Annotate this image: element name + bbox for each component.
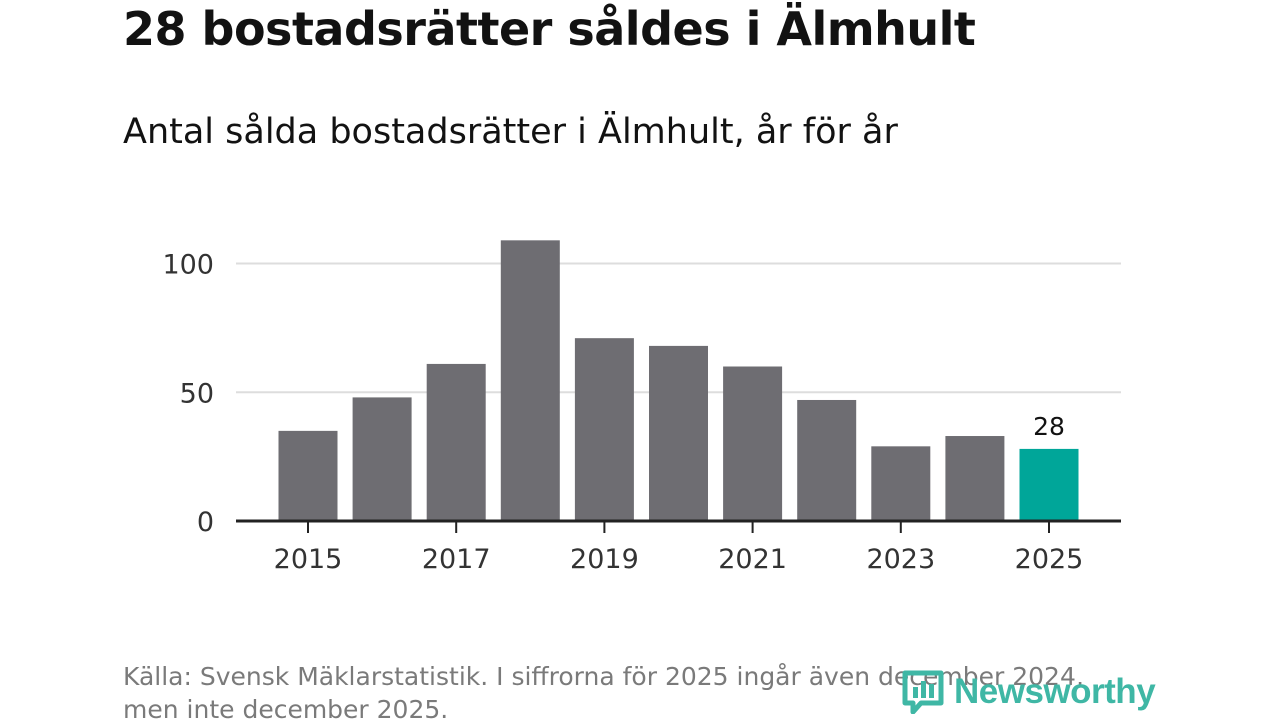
- bar-2016: [352, 397, 412, 521]
- bar-2024: [945, 436, 1005, 521]
- bar-2025: [1019, 448, 1079, 521]
- x-tick-label-2023: 2023: [866, 544, 935, 575]
- data-label-2025: 28: [1033, 412, 1065, 441]
- bar-chart: 0 50 100 28 2015 2017 2019 2021 2023 2025: [162, 240, 1121, 575]
- y-tick-label-100: 100: [162, 250, 214, 281]
- bar-2019: [574, 338, 634, 521]
- bar-2017: [426, 363, 486, 521]
- x-tick-label-2015: 2015: [274, 544, 343, 575]
- bar-2022: [797, 399, 857, 521]
- newsworthy-logo-icon: [902, 670, 944, 714]
- x-tick-label-2021: 2021: [718, 544, 787, 575]
- source-line-2: men inte december 2025.: [123, 695, 449, 724]
- x-tick-label-2019: 2019: [570, 544, 639, 575]
- bar-2020: [649, 345, 708, 521]
- x-tick-label-2025: 2025: [1015, 544, 1084, 575]
- y-tick-label-0: 0: [197, 507, 214, 538]
- chart-title: 28 bostadsrätter såldes i Älmhult: [123, 2, 976, 56]
- bar-2018: [500, 240, 560, 521]
- newsworthy-logo-text: Newsworthy: [954, 672, 1156, 711]
- newsworthy-logo: Newsworthy: [902, 670, 1156, 714]
- chart-subtitle: Antal sålda bostadsrätter i Älmhult, år …: [123, 112, 898, 152]
- bar-2015: [278, 430, 338, 521]
- x-tick-label-2017: 2017: [422, 544, 491, 575]
- bar-2021: [723, 366, 783, 521]
- bar-2023: [871, 446, 931, 521]
- y-tick-label-50: 50: [180, 378, 214, 409]
